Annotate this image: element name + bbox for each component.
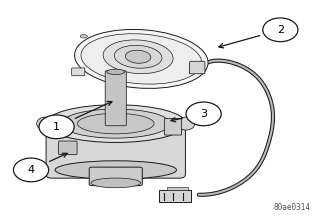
Ellipse shape [55, 161, 177, 179]
Text: 3: 3 [200, 109, 207, 119]
FancyBboxPatch shape [72, 68, 85, 76]
Ellipse shape [37, 117, 54, 130]
Ellipse shape [177, 117, 195, 130]
Ellipse shape [107, 69, 125, 75]
Circle shape [13, 158, 49, 182]
Ellipse shape [103, 40, 173, 74]
Ellipse shape [114, 45, 162, 68]
Circle shape [263, 18, 298, 42]
Text: 4: 4 [28, 165, 35, 175]
Ellipse shape [91, 178, 141, 188]
Ellipse shape [77, 113, 154, 134]
Ellipse shape [80, 35, 87, 38]
Ellipse shape [61, 109, 170, 138]
Ellipse shape [126, 50, 151, 63]
FancyBboxPatch shape [58, 141, 77, 155]
Circle shape [39, 115, 74, 139]
Text: 2: 2 [277, 25, 284, 35]
Ellipse shape [46, 105, 186, 142]
FancyBboxPatch shape [89, 167, 142, 186]
FancyBboxPatch shape [46, 123, 186, 178]
FancyBboxPatch shape [105, 71, 126, 126]
Circle shape [186, 102, 221, 126]
FancyBboxPatch shape [159, 191, 191, 202]
Text: 1: 1 [53, 122, 60, 132]
FancyBboxPatch shape [167, 187, 188, 191]
FancyBboxPatch shape [164, 119, 182, 135]
Text: 80ae0314: 80ae0314 [274, 203, 311, 212]
Ellipse shape [74, 30, 208, 88]
Ellipse shape [81, 34, 202, 84]
FancyBboxPatch shape [190, 61, 205, 74]
